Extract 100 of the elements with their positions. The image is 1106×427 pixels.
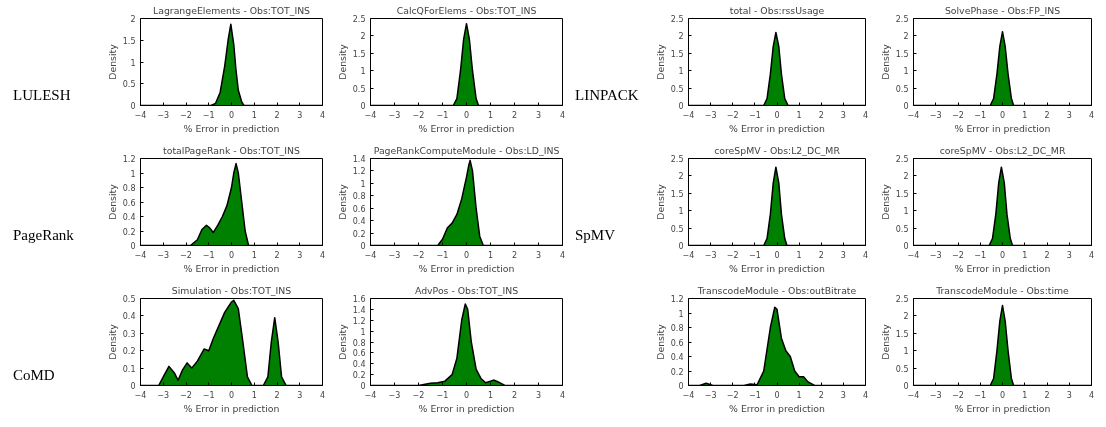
- y-tick-label: 2: [903, 32, 909, 42]
- chart-title: coreSpMV - Obs:L2_DC_MR: [714, 145, 841, 156]
- x-tick-label: −2: [180, 250, 192, 260]
- x-tick-label: −4: [364, 390, 377, 400]
- x-tick-label: 3: [535, 390, 542, 400]
- x-tick-label: 1: [251, 110, 257, 120]
- y-tick-label: 0.6: [122, 198, 136, 208]
- x-tick-label: −1: [974, 390, 987, 400]
- x-tick-label: 4: [559, 390, 566, 400]
- x-tick-label: 1: [1022, 110, 1028, 120]
- x-tick-label: 0: [774, 250, 780, 260]
- x-axis-title: % Error in prediction: [729, 402, 825, 414]
- x-tick-label: 0: [228, 390, 235, 400]
- x-tick-label: −1: [748, 110, 761, 120]
- y-tick-label: 0: [130, 242, 136, 251]
- x-tick-label: 1: [1022, 390, 1028, 400]
- y-tick-label: 0: [360, 102, 366, 111]
- y-tick-label: 1: [678, 309, 684, 319]
- y-tick-label: 2.5: [352, 15, 366, 24]
- x-axis-title: % Error in prediction: [183, 122, 280, 134]
- y-tick-label: 1: [903, 207, 909, 217]
- x-tick-label: 2: [511, 390, 518, 400]
- x-tick-label: −3: [157, 250, 170, 260]
- x-tick-label: 4: [862, 390, 869, 400]
- y-tick-label: 0.4: [670, 353, 684, 362]
- y-tick-label: 0: [130, 102, 136, 111]
- y-tick-label: 1.5: [670, 189, 684, 199]
- x-tick-label: −4: [364, 110, 377, 120]
- x-tick-label: −3: [157, 390, 170, 400]
- x-tick-label: −1: [748, 250, 761, 260]
- y-tick-label: 2.5: [895, 15, 909, 24]
- x-axis-title: % Error in prediction: [954, 122, 1051, 134]
- x-tick-label: −4: [134, 390, 147, 400]
- x-axis-title: % Error in prediction: [954, 262, 1051, 274]
- x-tick-label: 4: [1088, 390, 1095, 400]
- x-tick-label: −2: [180, 110, 192, 120]
- x-tick-label: −2: [412, 250, 425, 260]
- x-tick-label: 0: [999, 390, 1006, 400]
- y-tick-label: 0: [130, 382, 136, 391]
- y-tick-label: 1.4: [352, 155, 366, 164]
- x-tick-label: 3: [535, 110, 542, 120]
- y-axis-title: Density: [879, 323, 891, 360]
- y-axis-title: Density: [654, 183, 666, 220]
- y-tick-label: 2.5: [670, 155, 684, 164]
- y-tick-label: 1.4: [352, 305, 366, 315]
- y-tick-label: 1.2: [352, 316, 366, 326]
- text: PageRank: [13, 226, 74, 245]
- x-tick-label: 3: [840, 390, 846, 400]
- x-tick-label: 0: [463, 250, 470, 260]
- x-axis-title: % Error in prediction: [183, 262, 280, 274]
- y-tick-label: 0: [678, 102, 684, 111]
- x-tick-label: −2: [412, 390, 425, 400]
- x-tick-label: −1: [202, 250, 215, 260]
- y-tick-label: 0.2: [670, 367, 684, 377]
- y-tick-label: 1.5: [670, 49, 684, 59]
- y-tick-label: 2.5: [670, 15, 684, 24]
- y-tick-label: 0.3: [122, 329, 136, 339]
- y-axis-title: Density: [879, 183, 891, 220]
- x-tick-label: −1: [748, 390, 761, 400]
- y-tick-label: 2: [903, 312, 909, 322]
- y-tick-label: 0.2: [122, 347, 136, 357]
- y-tick-label: 0: [678, 242, 684, 251]
- y-tick-label: 1.5: [352, 49, 366, 59]
- x-tick-label: −3: [704, 390, 717, 400]
- x-tick-label: −1: [202, 390, 215, 400]
- x-tick-label: −3: [929, 250, 942, 260]
- x-tick-label: −1: [436, 250, 449, 260]
- y-tick-label: 0: [903, 382, 909, 391]
- y-tick-label: 0.5: [670, 224, 684, 234]
- y-tick-label: 0: [903, 102, 909, 111]
- x-tick-label: 1: [487, 390, 494, 400]
- x-tick-label: −4: [682, 250, 695, 260]
- y-tick-label: 1: [678, 207, 684, 217]
- x-tick-label: −3: [704, 110, 717, 120]
- y-tick-label: 1: [360, 327, 366, 337]
- y-tick-label: 0.1: [122, 364, 136, 374]
- y-tick-label: 2: [130, 15, 136, 24]
- y-tick-label: 1.5: [895, 49, 909, 59]
- text: LULESH: [13, 86, 71, 105]
- x-tick-label: −3: [929, 390, 942, 400]
- x-tick-label: 2: [818, 110, 824, 120]
- y-tick-label: 0.5: [895, 364, 909, 374]
- x-tick-label: −4: [907, 390, 920, 400]
- y-tick-label: 1.5: [895, 189, 909, 199]
- y-tick-label: 1.5: [895, 329, 909, 339]
- y-tick-label: 0: [678, 382, 684, 391]
- x-tick-label: −2: [726, 110, 739, 120]
- y-tick-label: 0.8: [352, 192, 366, 202]
- y-tick-label: 1.5: [122, 36, 136, 46]
- x-tick-label: 1: [487, 250, 494, 260]
- y-tick-label: 1: [360, 67, 366, 77]
- y-tick-label: 0.8: [352, 338, 366, 348]
- y-tick-label: 0: [903, 242, 909, 251]
- text: LINPACK: [575, 86, 639, 105]
- y-tick-label: 0.6: [352, 204, 366, 214]
- x-tick-label: −4: [907, 110, 920, 120]
- x-tick-label: −1: [436, 390, 449, 400]
- y-tick-label: 0.4: [122, 213, 136, 222]
- x-tick-label: 2: [274, 110, 280, 120]
- y-tick-label: 0.5: [670, 84, 684, 94]
